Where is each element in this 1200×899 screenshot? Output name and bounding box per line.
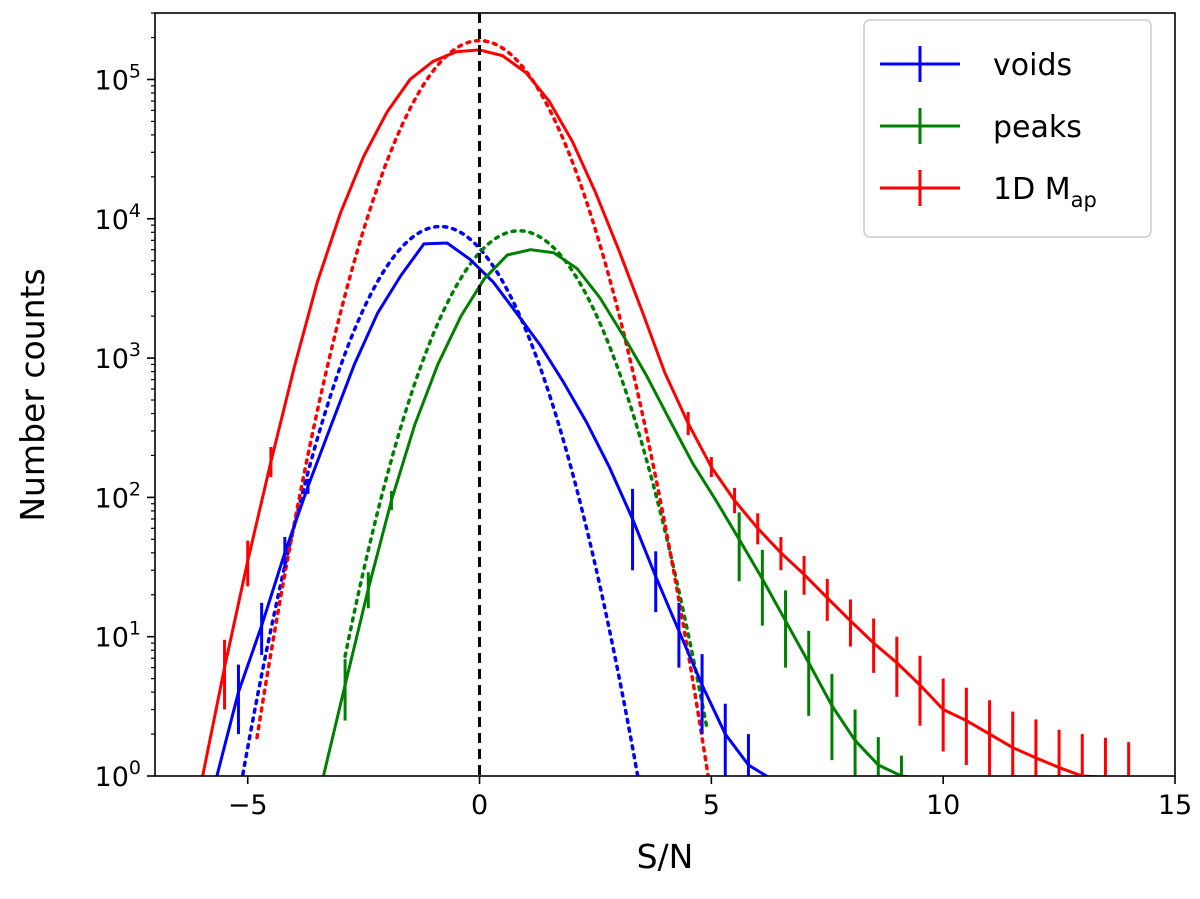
legend-voids-label: voids	[993, 48, 1072, 83]
x-tick-label: 0	[471, 790, 488, 821]
peaks-line	[321, 248, 913, 776]
y-tick-label: 105	[95, 60, 141, 96]
legend-1d-map-label: 1D Map	[993, 172, 1097, 212]
y-axis: 100 101 102 103 104 105	[95, 12, 155, 793]
data-series	[201, 48, 1131, 776]
legend-box	[863, 19, 1152, 238]
y-tick-label: 100	[95, 757, 141, 793]
x-axis: −5 0 5 10 15	[228, 776, 1192, 821]
voids-series	[215, 241, 770, 776]
1d-map-line	[201, 48, 1109, 776]
y-tick-label: 103	[95, 339, 141, 375]
y-tick-label: 101	[95, 618, 141, 654]
x-tick-label: 15	[1158, 790, 1192, 821]
legend-peaks-label: peaks	[993, 110, 1082, 145]
x-tick-label: 5	[703, 790, 720, 821]
y-tick-label: 104	[95, 200, 141, 236]
x-tick-label: 10	[926, 790, 960, 821]
legend: voids peaks 1D Map	[863, 19, 1152, 238]
1d-map-series	[201, 48, 1131, 776]
peaks-series	[321, 248, 913, 776]
plot-frame	[154, 12, 1176, 777]
y-tick-label: 102	[95, 478, 141, 514]
y-axis-label: Number counts	[13, 268, 52, 521]
peaks-model-curve	[343, 229, 709, 729]
1d-map-model-curve	[255, 38, 710, 776]
x-axis-label: S/N	[637, 837, 694, 876]
x-tick-label: −5	[228, 790, 268, 821]
